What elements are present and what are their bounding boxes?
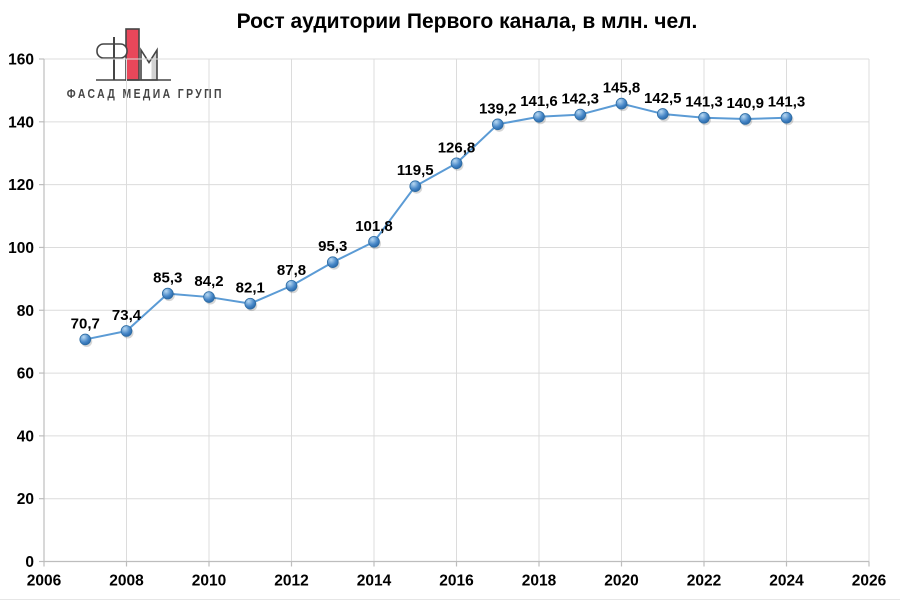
series-line <box>85 102 787 341</box>
gridlines <box>43 58 870 562</box>
x-tick-label: 2014 <box>357 573 392 590</box>
data-point-marker <box>79 333 92 346</box>
data-point-marker <box>285 279 298 292</box>
data-point-marker <box>203 291 215 303</box>
y-tick-label: 120 <box>8 177 34 194</box>
logo-mark-icon <box>96 28 171 81</box>
data-point-marker <box>409 180 422 192</box>
x-tick-label: 2022 <box>687 573 721 590</box>
x-tick-label: 2010 <box>192 573 226 590</box>
axes <box>39 58 870 567</box>
data-point-marker <box>533 110 545 123</box>
data-point-label: 119,5 <box>397 162 434 179</box>
data-point-marker <box>574 108 587 121</box>
x-tick-label: 2026 <box>852 573 887 590</box>
data-point-label: 87,8 <box>277 262 306 279</box>
data-point-label: 142,5 <box>644 90 682 107</box>
data-point-label: 82,1 <box>236 280 265 297</box>
data-point-label: 139,2 <box>479 100 517 117</box>
logo-text: ФАСАД МЕДИА ГРУПП <box>66 86 224 101</box>
data-point-label: 140,9 <box>726 95 764 112</box>
data-point-marker <box>450 157 463 170</box>
data-point-label: 73,4 <box>112 307 142 324</box>
data-point-label: 95,3 <box>318 238 347 255</box>
data-point-marker <box>656 108 669 120</box>
x-tick-label: 2024 <box>769 573 804 590</box>
data-point-label: 145,8 <box>603 80 641 97</box>
data-series <box>79 97 794 347</box>
data-point-label: 141,3 <box>768 94 806 111</box>
y-tick-label: 140 <box>8 114 34 131</box>
y-tick-label: 60 <box>17 366 34 383</box>
data-point-label: 141,6 <box>520 93 558 110</box>
x-tick-label: 2012 <box>274 573 308 590</box>
logo: ФАСАД МЕДИА ГРУПП <box>50 26 224 101</box>
data-point-marker <box>368 235 380 248</box>
data-point-marker <box>120 325 133 337</box>
x-tick-label: 2016 <box>439 573 474 590</box>
data-point-label: 142,3 <box>561 91 599 108</box>
y-tick-label: 160 <box>8 52 34 69</box>
data-point-marker <box>491 118 504 131</box>
y-tick-label: 100 <box>8 240 34 257</box>
data-point-marker <box>615 97 628 110</box>
y-tick-label: 40 <box>17 428 34 445</box>
axis-tick-labels: 2006 2008 2010 2012 2014 2016 2018 2020 2022 2024… <box>8 52 886 590</box>
data-point-marker <box>780 111 793 124</box>
data-point-label: 85,3 <box>153 270 182 287</box>
y-tick-label: 20 <box>17 491 34 508</box>
data-point-label: 70,7 <box>71 315 100 332</box>
data-point-marker <box>244 297 257 310</box>
data-point-marker <box>326 256 339 268</box>
x-tick-label: 2018 <box>522 573 557 590</box>
data-point-label: 101,8 <box>355 218 393 235</box>
x-tick-label: 2006 <box>27 573 62 590</box>
data-point-label: 141,3 <box>685 94 723 111</box>
x-tick-label: 2008 <box>109 573 144 590</box>
x-tick-label: 2020 <box>604 573 638 590</box>
y-tick-label: 0 <box>25 554 34 571</box>
data-point-marker <box>161 287 174 300</box>
data-point-marker <box>739 113 752 125</box>
data-point-label: 84,2 <box>194 273 223 290</box>
chart-title: Рост аудитории Первого канала, в млн. че… <box>236 10 698 33</box>
data-point-labels: 70,7 73,4 85,3 84,2 82,1 87,8 95,3 101,8 119,512… <box>71 80 806 333</box>
data-point-marker <box>698 111 710 124</box>
y-tick-label: 80 <box>17 303 34 320</box>
data-point-label: 126,8 <box>438 139 476 156</box>
